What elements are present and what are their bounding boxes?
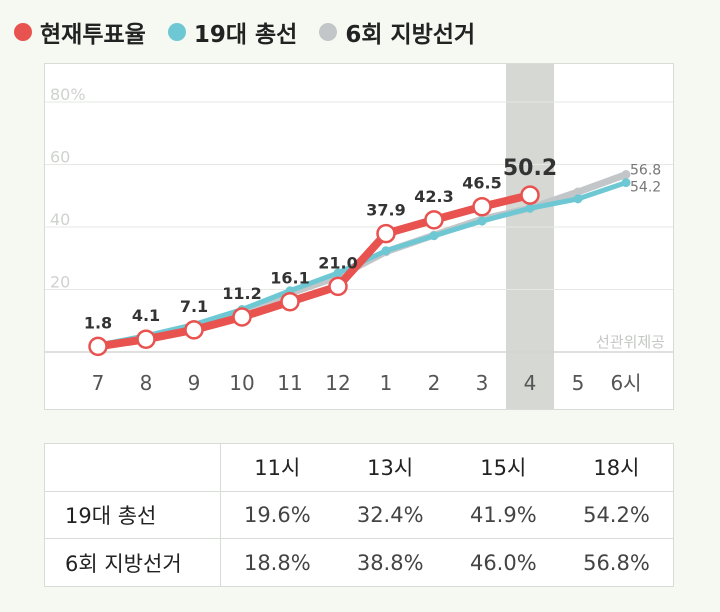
data-point (88, 336, 108, 357)
series-line-current (94, 191, 534, 351)
legend-item-current: 현재투표율 (14, 15, 146, 49)
table-header-cell: 18시 (593, 456, 640, 481)
table-cell: 19.6% (220, 490, 334, 539)
table-row: 19대 총선 19.6% 32.4% 41.9% 54.2% (45, 490, 673, 539)
table-header-cell: 15시 (480, 456, 527, 481)
data-label: 21.0 (318, 253, 357, 272)
table-header-empty (45, 444, 221, 492)
end-value-label: 56.8 (630, 163, 661, 179)
x-tick-label: 1 (380, 371, 393, 395)
data-label: 1.8 (84, 313, 112, 332)
x-tick-label: 10 (229, 371, 254, 395)
data-point (525, 203, 535, 213)
table-header-row: 11시 13시 15시 18시 (45, 444, 673, 492)
table-row-label: 19대 총선 (45, 490, 221, 539)
data-point (232, 307, 252, 327)
table-cell: 41.9% (446, 490, 560, 539)
turnout-table: 11시 13시 15시 18시 19대 총선 19.6% 32.4% 41.9%… (44, 443, 674, 587)
data-point (520, 185, 540, 205)
legend-item-6th-local: 6회 지방선거 (319, 15, 475, 49)
x-tick-label: 3 (476, 371, 489, 395)
y-tick-label: 60 (50, 148, 70, 167)
y-tick-label: 40 (50, 210, 70, 229)
table-row-label: 6회 지방선거 (45, 538, 221, 586)
y-tick-label: 80% (50, 85, 86, 104)
data-point (424, 210, 444, 230)
data-point (328, 276, 348, 297)
data-point (280, 291, 300, 312)
data-point (573, 194, 583, 204)
legend-item-19th-general: 19대 총선 (167, 15, 298, 49)
data-label: 42.3 (414, 187, 453, 206)
x-tick-label: 12 (325, 371, 350, 395)
x-tick-label: 6시 (610, 371, 641, 395)
table-cell: 54.2% (559, 490, 673, 539)
legend-swatch-6th-local (319, 23, 338, 41)
table-cell: 38.8% (333, 538, 447, 586)
data-point (477, 216, 487, 226)
highlight-band (506, 64, 554, 409)
table-header-cell: 11시 (254, 456, 301, 481)
x-tick-label: 5 (572, 371, 585, 395)
line-chart: 20 40 60 80% 7 8 9 10 11 12 1 2 3 4 5 6시 선관위제공 56.8 54.2 1.… (44, 63, 674, 410)
table-cell: 32.4% (333, 490, 447, 539)
table-cell: 18.8% (220, 538, 334, 586)
table-cell: 56.8% (559, 538, 673, 586)
turnout-table-grid: 11시 13시 15시 18시 19대 총선 19.6% 32.4% 41.9%… (45, 444, 673, 586)
data-label: 50.2 (503, 156, 557, 181)
data-point (621, 178, 631, 188)
data-point (136, 329, 156, 349)
data-label: 37.9 (366, 201, 405, 220)
data-point (333, 268, 343, 278)
legend-label-19th-general: 19대 총선 (193, 22, 298, 48)
legend-swatch-19th-general (167, 23, 186, 41)
data-point (573, 187, 583, 197)
data-label: 16.1 (270, 269, 309, 288)
x-tick-label: 8 (140, 371, 153, 395)
x-tick-label: 9 (188, 371, 201, 395)
data-label: 46.5 (462, 174, 501, 193)
data-point (184, 320, 204, 340)
legend-label-current: 현재투표율 (40, 22, 146, 48)
data-label: 7.1 (180, 297, 208, 316)
x-tick-label: 2 (428, 371, 441, 395)
data-point (376, 223, 396, 244)
x-tick-label: 7 (92, 371, 105, 395)
end-value-label: 54.2 (630, 180, 661, 196)
table-cell: 46.0% (446, 538, 560, 586)
data-point (429, 231, 439, 241)
data-point (381, 246, 391, 256)
legend-label-6th-local: 6회 지방선거 (345, 22, 476, 48)
data-point (621, 170, 631, 179)
data-label: 4.1 (132, 306, 160, 325)
chart-legend: 현재투표율 19대 총선 6회 지방선거 (14, 12, 475, 52)
source-note: 선관위제공 (596, 333, 665, 351)
data-point (472, 196, 492, 217)
table-header-cell: 13시 (367, 456, 414, 481)
y-tick-label: 20 (50, 273, 70, 292)
x-tick-label: 4 (524, 371, 537, 395)
table-row: 6회 지방선거 18.8% 38.8% 46.0% 56.8% (45, 538, 673, 586)
data-label: 11.2 (222, 284, 261, 303)
legend-swatch-current (14, 23, 32, 41)
x-tick-label: 11 (277, 371, 302, 395)
